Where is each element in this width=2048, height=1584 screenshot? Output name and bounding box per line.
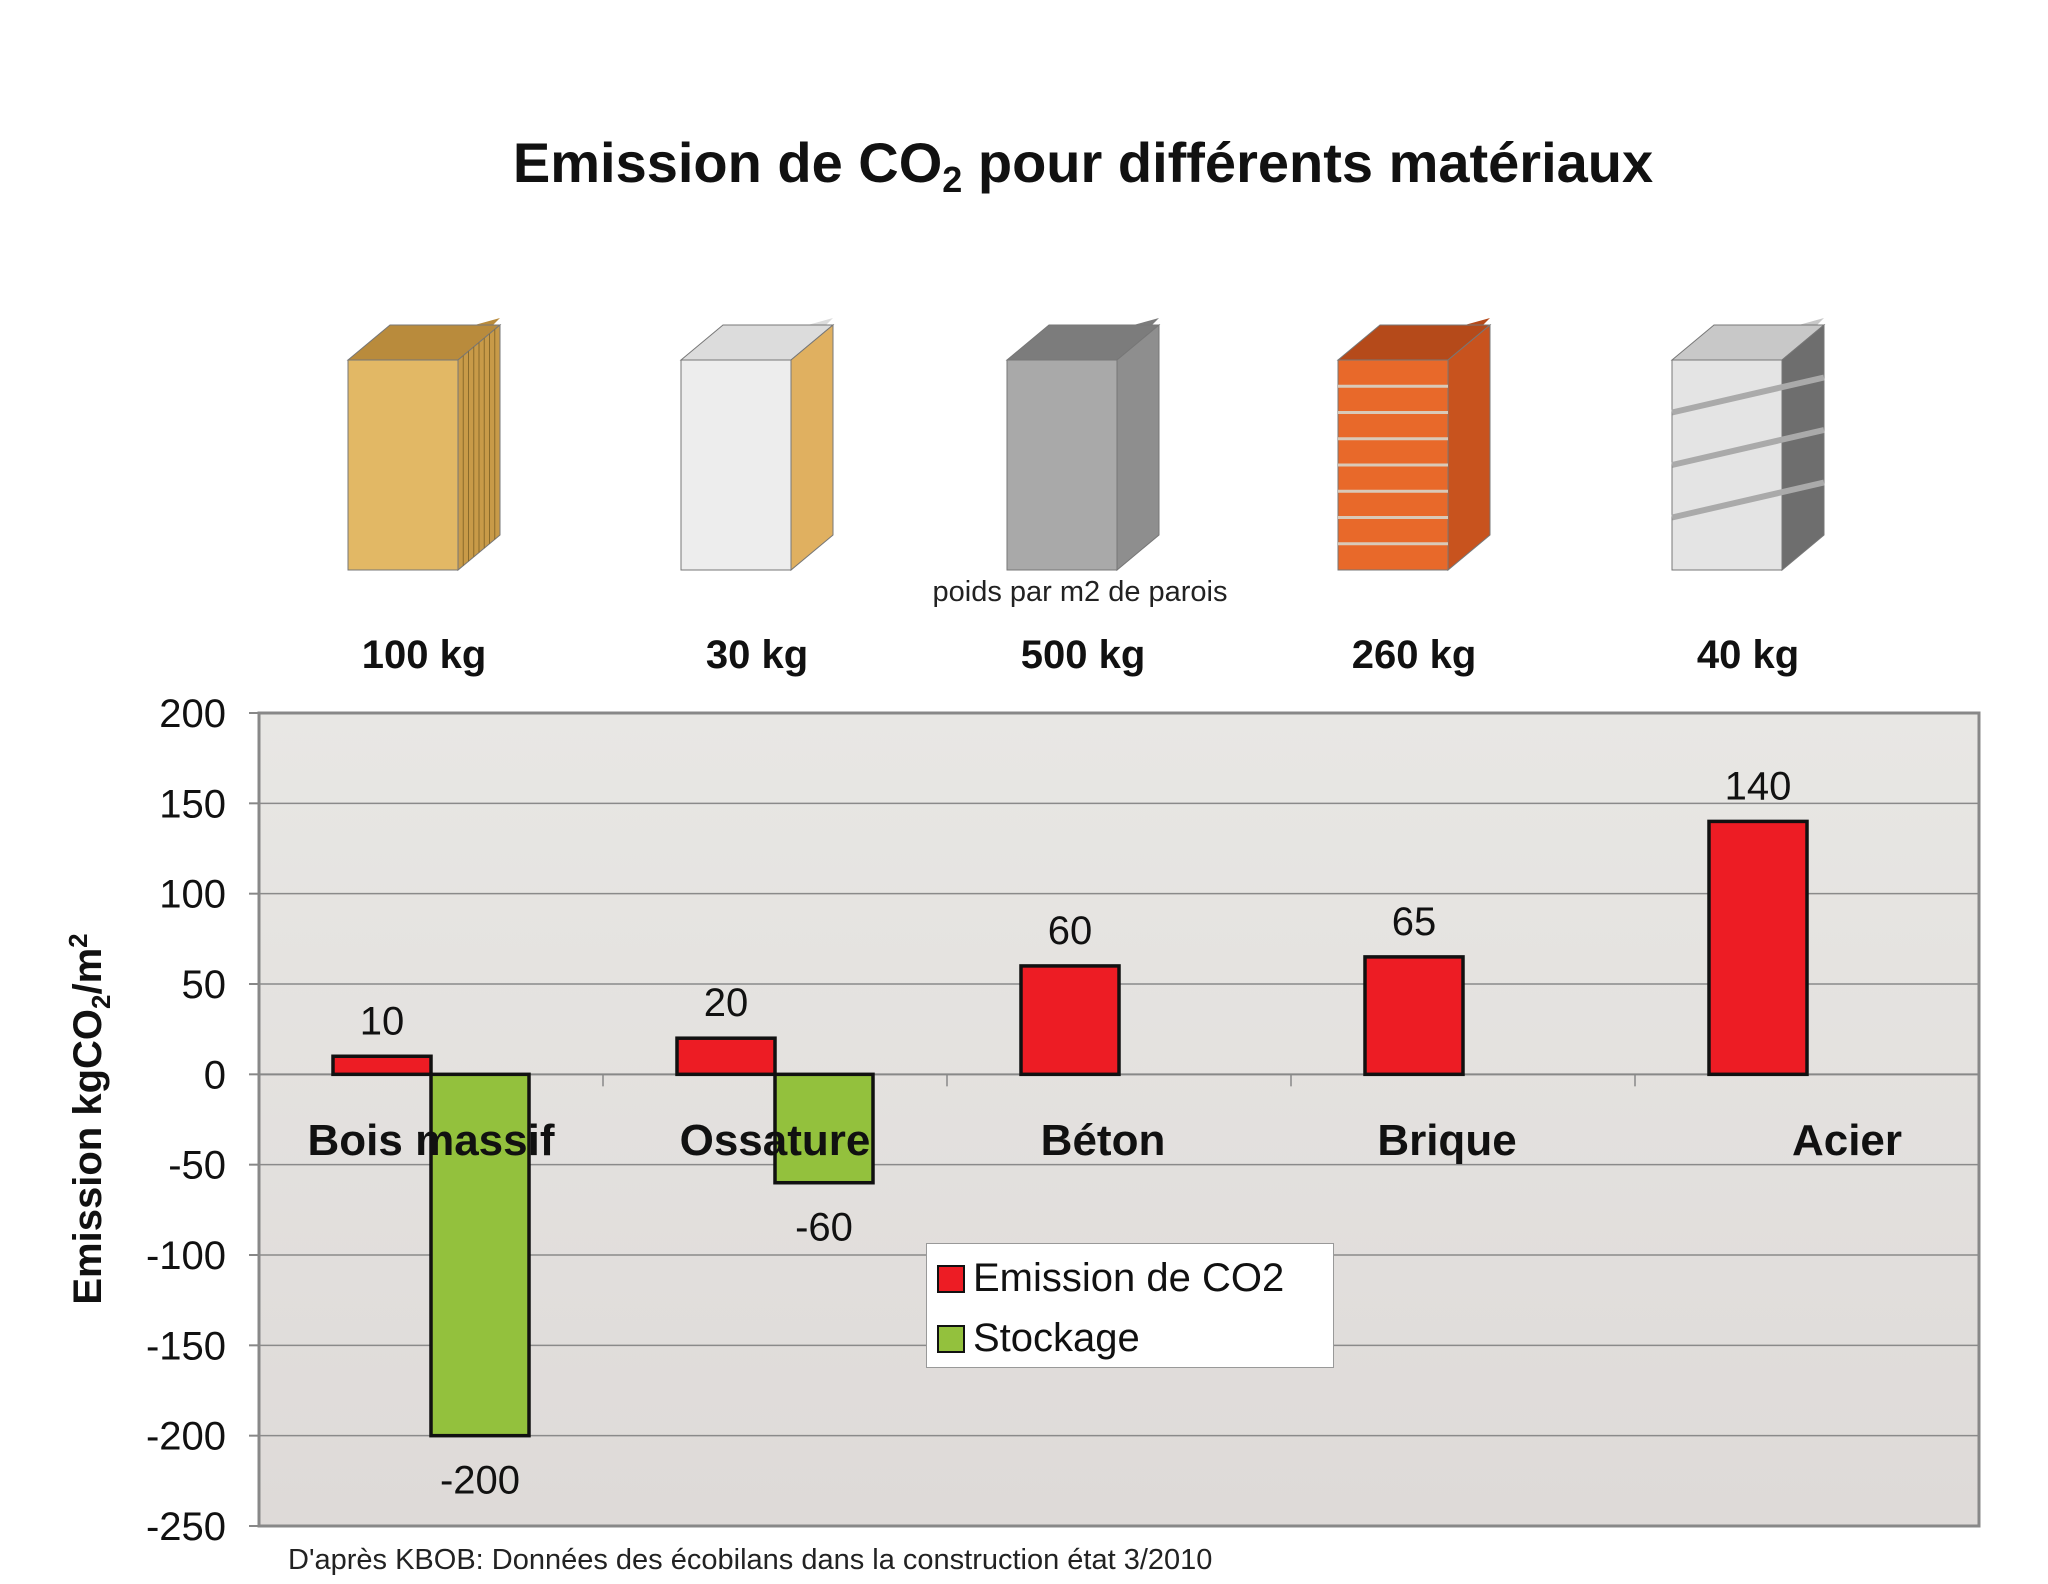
- timber-frame-panel-front: [680, 359, 792, 571]
- data-label: 140: [1725, 764, 1792, 808]
- material-weight: 30 kg: [706, 633, 808, 677]
- y-tick-label: 150: [159, 782, 226, 826]
- category-label: Ossature: [680, 1116, 871, 1165]
- category-label: Bois massif: [308, 1116, 555, 1165]
- bar-emission: [331, 1054, 433, 1077]
- y-tick-label: 0: [204, 1053, 226, 1097]
- data-label: -200: [440, 1459, 520, 1503]
- brick-wall-side: [1447, 323, 1491, 572]
- timber-frame-panel-side: [790, 323, 834, 572]
- legend-swatch-stockage: [937, 1324, 965, 1353]
- concrete-panel-side: [1116, 323, 1160, 572]
- steel-flange: [1671, 427, 1825, 468]
- bar-stockage: [773, 1072, 875, 1185]
- y-tick-label: -150: [146, 1324, 226, 1368]
- plot-area: [257, 711, 1981, 1528]
- legend-item-emission: Emission de CO2: [937, 1256, 1284, 1301]
- material-weight: 500 kg: [1021, 633, 1146, 677]
- steel-panel-front: [1671, 359, 1783, 571]
- y-tick-label: 50: [182, 963, 227, 1007]
- category-label: Béton: [1041, 1116, 1166, 1165]
- steel-panel-side: [1781, 323, 1825, 572]
- bar-emission: [1363, 955, 1465, 1077]
- y-tick-label: -250: [146, 1505, 226, 1549]
- y-tick-label: -50: [168, 1144, 226, 1188]
- chart-title: Emission de CO2 pour différents matériau…: [512, 131, 1654, 200]
- steel-flange: [1671, 374, 1825, 416]
- material-weight: 260 kg: [1352, 633, 1477, 677]
- y-tick-label: 100: [159, 873, 226, 917]
- legend-label: Emission de CO2: [973, 1256, 1285, 1300]
- data-label: 10: [360, 999, 405, 1043]
- legend-swatch-emission: [937, 1264, 965, 1293]
- concrete-panel-front: [1006, 359, 1118, 571]
- steel-flange: [1671, 479, 1825, 521]
- data-label: -60: [795, 1206, 853, 1250]
- material-weight: 100 kg: [362, 633, 487, 677]
- legend: Emission de CO2 Stockage: [926, 1243, 1334, 1368]
- weight-caption: poids par m2 de parois: [932, 576, 1228, 608]
- y-axis-label: Emission kgCO2/m2: [62, 933, 117, 1305]
- legend-label: Stockage: [973, 1316, 1140, 1360]
- bar-emission: [675, 1036, 777, 1077]
- y-tick-label: 200: [159, 692, 226, 736]
- material-weight: 40 kg: [1697, 633, 1799, 677]
- y-tick-label: -100: [146, 1234, 226, 1278]
- category-label: Acier: [1792, 1116, 1902, 1165]
- data-label: 20: [704, 981, 749, 1025]
- bar-emission: [1707, 819, 1809, 1077]
- data-label: 65: [1392, 900, 1437, 944]
- data-label: 60: [1048, 909, 1093, 953]
- bar-emission: [1019, 964, 1121, 1077]
- source-note: D'après KBOB: Données des écobilans dans…: [288, 1544, 1213, 1576]
- bar-stockage: [429, 1072, 531, 1438]
- legend-item-stockage: Stockage: [937, 1316, 1140, 1361]
- wood-panel-front: [347, 359, 459, 571]
- category-label: Brique: [1377, 1116, 1516, 1165]
- y-tick-label: -200: [146, 1415, 226, 1459]
